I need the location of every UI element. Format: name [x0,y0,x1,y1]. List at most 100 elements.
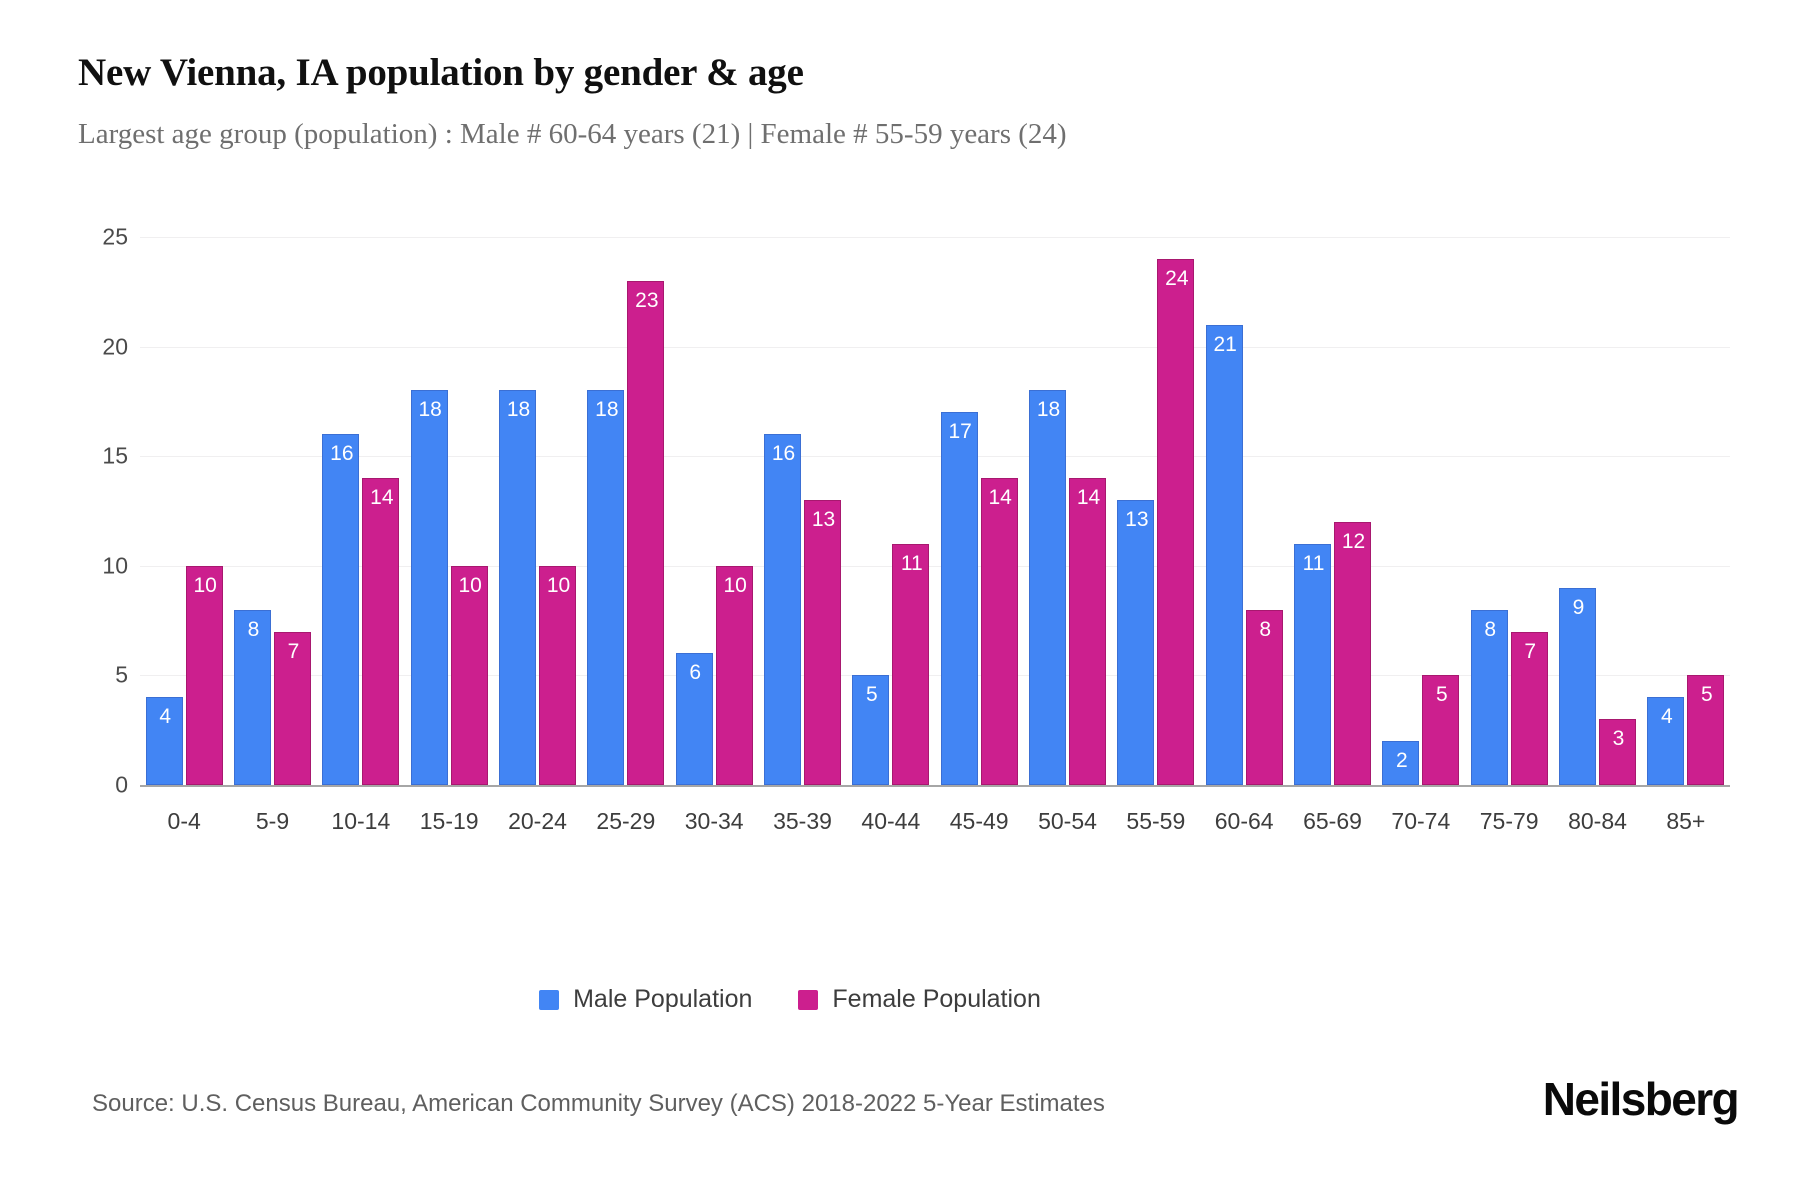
bar-male[interactable]: 5 [852,675,890,785]
legend-item-female[interactable]: Female Population [798,985,1041,1014]
bar-female[interactable]: 23 [627,280,665,785]
legend-item-male[interactable]: Male Population [539,985,752,1014]
bar-value-label: 14 [370,486,394,510]
y-axis-tick-label: 20 [102,333,128,360]
bar-male[interactable]: 2 [1382,741,1420,785]
page-title: New Vienna, IA population by gender & ag… [78,51,804,94]
bar-value-label: 11 [1302,551,1325,575]
bar-group: 18 23 [587,237,665,785]
bar-female[interactable]: 10 [539,565,576,785]
bar-female[interactable]: 14 [980,478,1018,785]
chart-legend: Male Population Female Population [0,985,1580,1014]
x-axis-tick-label: 35-39 [773,808,832,834]
bar-value-label: 24 [1165,266,1189,290]
bar-male[interactable]: 16 [322,434,360,785]
bar-value-label: 2 [1395,749,1408,773]
bar-male[interactable]: 18 [499,390,536,785]
bar-value-label: 10 [723,573,747,597]
bar-male[interactable]: 18 [1029,390,1066,785]
bar-male[interactable]: 21 [1205,324,1243,785]
bar-female[interactable]: 14 [1069,478,1106,785]
bar-value-label: 10 [193,573,217,597]
bar-group: 6 10 [675,237,753,785]
source-note: Source: U.S. Census Bureau, American Com… [92,1090,1105,1117]
legend-label-female: Female Population [832,985,1041,1013]
bar-group: 13 24 [1117,237,1195,785]
bar-female[interactable]: 5 [1422,675,1460,785]
x-axis-tick-label: 80-84 [1568,808,1627,834]
bar-female[interactable]: 14 [362,478,400,785]
bar-value-label: 23 [635,288,659,312]
gridline [140,565,1730,567]
gridlines [140,237,1730,785]
x-axis-tick-label: 25-29 [596,808,656,834]
bar-female[interactable]: 10 [450,565,488,785]
bar-series-layer: 4 10 8 7 16 14 18 10 18 10 18 23 6 10 16 13 5 11 17 14 18 14 1… [140,237,1730,785]
bar-male[interactable]: 8 [234,609,271,785]
bar-value-label: 6 [689,661,701,685]
bar-male[interactable]: 18 [587,390,625,785]
bar-group: 18 10 [410,237,488,785]
bar-value-label: 10 [546,573,571,597]
y-axis-tick-label: 25 [102,223,128,250]
x-axis-tick-label: 15-19 [419,808,479,834]
x-axis-line [140,785,1730,787]
bar-male[interactable]: 16 [764,434,801,785]
y-axis-tick-label: 5 [115,661,128,688]
gridline [140,237,1730,238]
bar-value-label: 18 [418,398,442,422]
bar-male[interactable]: 18 [410,390,448,785]
bar-value-label: 17 [948,420,972,444]
bar-value-label: 8 [1259,617,1271,641]
bar-value-label: 4 [159,705,171,729]
bar-group: 4 10 [145,237,223,785]
bar-value-label: 9 [1572,595,1585,619]
bar-female[interactable]: 10 [715,565,753,785]
bar-value-label: 11 [900,551,923,575]
bar-value-label: 14 [988,486,1012,510]
bar-female[interactable]: 7 [274,631,311,785]
bar-male[interactable]: 17 [940,412,978,785]
bar-male[interactable]: 9 [1559,587,1596,785]
bar-group: 16 13 [764,237,841,785]
bar-female[interactable]: 7 [1510,631,1548,785]
bar-male[interactable]: 11 [1294,543,1331,785]
bar-male[interactable]: 13 [1117,500,1155,785]
x-axis-tick-label: 55-59 [1126,808,1186,834]
bar-male[interactable]: 8 [1470,609,1508,785]
bar-male[interactable]: 4 [145,697,183,785]
bar-value-label: 21 [1213,332,1237,356]
bar-group: 18 10 [499,237,576,785]
bar-value-label: 7 [1524,639,1536,663]
bar-female[interactable]: 12 [1334,521,1371,785]
legend-label-male: Male Population [573,985,753,1013]
bar-male[interactable]: 6 [675,653,713,785]
gridline [140,346,1730,348]
bar-female[interactable]: 13 [804,500,841,785]
x-axis-tick-label: 50-54 [1038,808,1097,834]
bar-female[interactable]: 10 [185,565,223,785]
bar-value-label: 13 [1125,508,1149,532]
bar-group: 18 14 [1029,237,1106,785]
bar-value-label: 13 [811,508,836,532]
x-axis-tick-label: 5-9 [255,808,290,834]
bar-group: 11 12 [1294,237,1371,785]
legend-swatch-female-icon [798,989,819,1010]
x-axis-tick-label: 60-64 [1214,808,1274,834]
bar-female[interactable]: 5 [1687,675,1725,785]
y-axis-tick-label: 15 [102,442,128,469]
bar-value-label: 5 [1435,683,1448,707]
chart-subtitle: Largest age group (population) : Male # … [78,118,1067,150]
x-axis-tick-label: 20-24 [508,808,567,834]
bar-female[interactable]: 11 [892,543,930,785]
brand-logo: Neilsberg [1542,1073,1740,1125]
bar-female[interactable]: 3 [1599,719,1636,785]
bar-female[interactable]: 24 [1157,258,1195,785]
bar-value-label: 18 [506,398,531,422]
bar-male[interactable]: 4 [1647,697,1685,785]
bar-value-label: 3 [1612,727,1625,751]
bar-female[interactable]: 8 [1245,609,1283,785]
